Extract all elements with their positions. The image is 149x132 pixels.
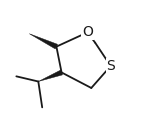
Polygon shape [29,34,58,49]
Text: O: O [82,25,93,39]
Polygon shape [38,70,63,81]
Text: S: S [106,59,115,73]
